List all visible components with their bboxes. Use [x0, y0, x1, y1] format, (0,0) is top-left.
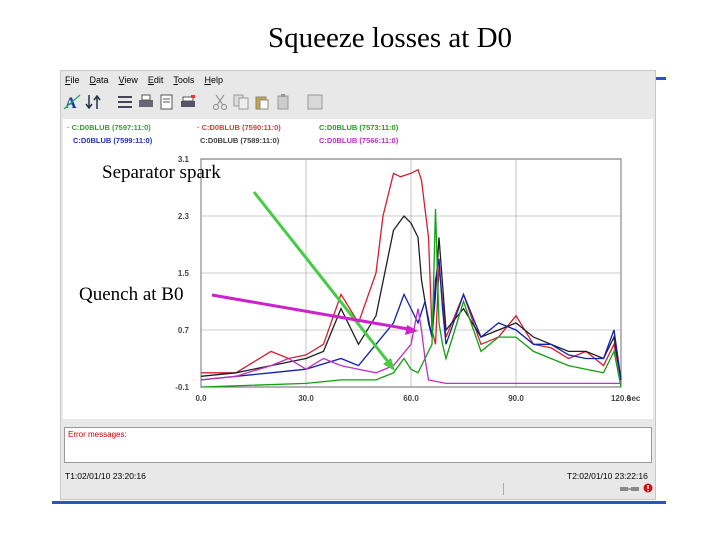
menu-file[interactable]: File: [65, 75, 80, 85]
accent-bar-bottom: [52, 501, 666, 504]
menu-edit[interactable]: Edit: [147, 75, 164, 85]
plot-panel: 0.0 30.0 60.0 90.0 120.0 3.1 2.3 1.5 0.7 -0.1 sec: [63, 151, 653, 419]
status-t2: T2:02/01/10 23:22:16: [567, 471, 648, 481]
series-line-1: [201, 168, 622, 381]
legend-entry-4: C:D0BLUB (7599:11:0): [73, 136, 153, 145]
slide-title: Squeeze losses at D0: [267, 22, 513, 54]
annotation-quench: Quench at B0: [79, 284, 184, 305]
error-messages-box[interactable]: Error messages:: [64, 427, 652, 463]
paste-icon[interactable]: [253, 93, 271, 111]
legend-entry-2: · C:D0BLUB (7590:11:0): [197, 123, 281, 132]
menu-view[interactable]: View: [118, 75, 138, 85]
list-icon[interactable]: [116, 93, 134, 111]
y-tick-label: -0.1: [175, 383, 189, 392]
menu-data[interactable]: Data: [89, 75, 109, 85]
error-status-icon: [643, 483, 653, 493]
legend-entry-3: C:D0BLUB (7573:11:0): [319, 123, 399, 132]
toolbar: A: [63, 91, 324, 113]
y-tick-label: 2.3: [178, 212, 190, 221]
app-window: File Data View Edit Tools Help A · C:D0B…: [60, 70, 656, 500]
copy-icon[interactable]: [232, 93, 250, 111]
swap-icon[interactable]: [84, 93, 102, 111]
y-tick-label: 0.7: [178, 326, 190, 335]
clipboard-icon[interactable]: [274, 93, 292, 111]
grid-icon[interactable]: [306, 93, 324, 111]
legend-entry-1: · C:D0BLUB (7597:11:0): [67, 123, 151, 132]
menu-tools[interactable]: Tools: [173, 75, 195, 85]
y-tick-label: 1.5: [178, 269, 190, 278]
x-tick-label: 60.0: [403, 394, 419, 403]
x-tick-label: 90.0: [508, 394, 524, 403]
y-tick-label: 3.1: [178, 155, 190, 164]
legend-entry-5: C:D0BLUB (7589:11:0): [200, 136, 280, 145]
quench-arrowhead: [405, 325, 418, 335]
error-messages-label: Error messages:: [68, 430, 127, 439]
menu-help[interactable]: Help: [204, 75, 223, 85]
quench-arrow: [211, 293, 415, 332]
cut-icon[interactable]: [211, 93, 229, 111]
print-icon[interactable]: [137, 93, 155, 111]
spark-arrow: [252, 191, 395, 369]
printer-icon[interactable]: [179, 93, 197, 111]
print-preview-icon[interactable]: [158, 93, 176, 111]
status-divider: [503, 483, 504, 495]
series-line-3: [200, 258, 622, 381]
x-tick-label: 0.0: [195, 394, 207, 403]
status-t1: T1:02/01/10 23:20:16: [65, 471, 146, 481]
series-line-5: [200, 308, 621, 385]
accent-bar-top: [652, 77, 666, 80]
series-line-4: [200, 208, 622, 388]
legend-entry-6: C:D0BLUB (7566:11:0): [319, 136, 399, 145]
connection-icon: [620, 487, 639, 491]
loss-chart: 0.0 30.0 60.0 90.0 120.0 3.1 2.3 1.5 0.7 -0.1 sec: [175, 155, 641, 403]
x-tick-label: 120.0: [611, 394, 632, 403]
annotate-icon[interactable]: A: [63, 93, 81, 111]
x-tick-label: 30.0: [298, 394, 314, 403]
annotation-separator-spark: Separator spark: [102, 162, 221, 183]
menu-bar: File Data View Edit Tools Help: [61, 71, 659, 89]
spark-arrowhead: [383, 358, 395, 371]
x-unit-label: sec: [627, 394, 641, 403]
chart-legend: · C:D0BLUB (7597:11:0) · C:D0BLUB (7590:…: [63, 119, 653, 151]
